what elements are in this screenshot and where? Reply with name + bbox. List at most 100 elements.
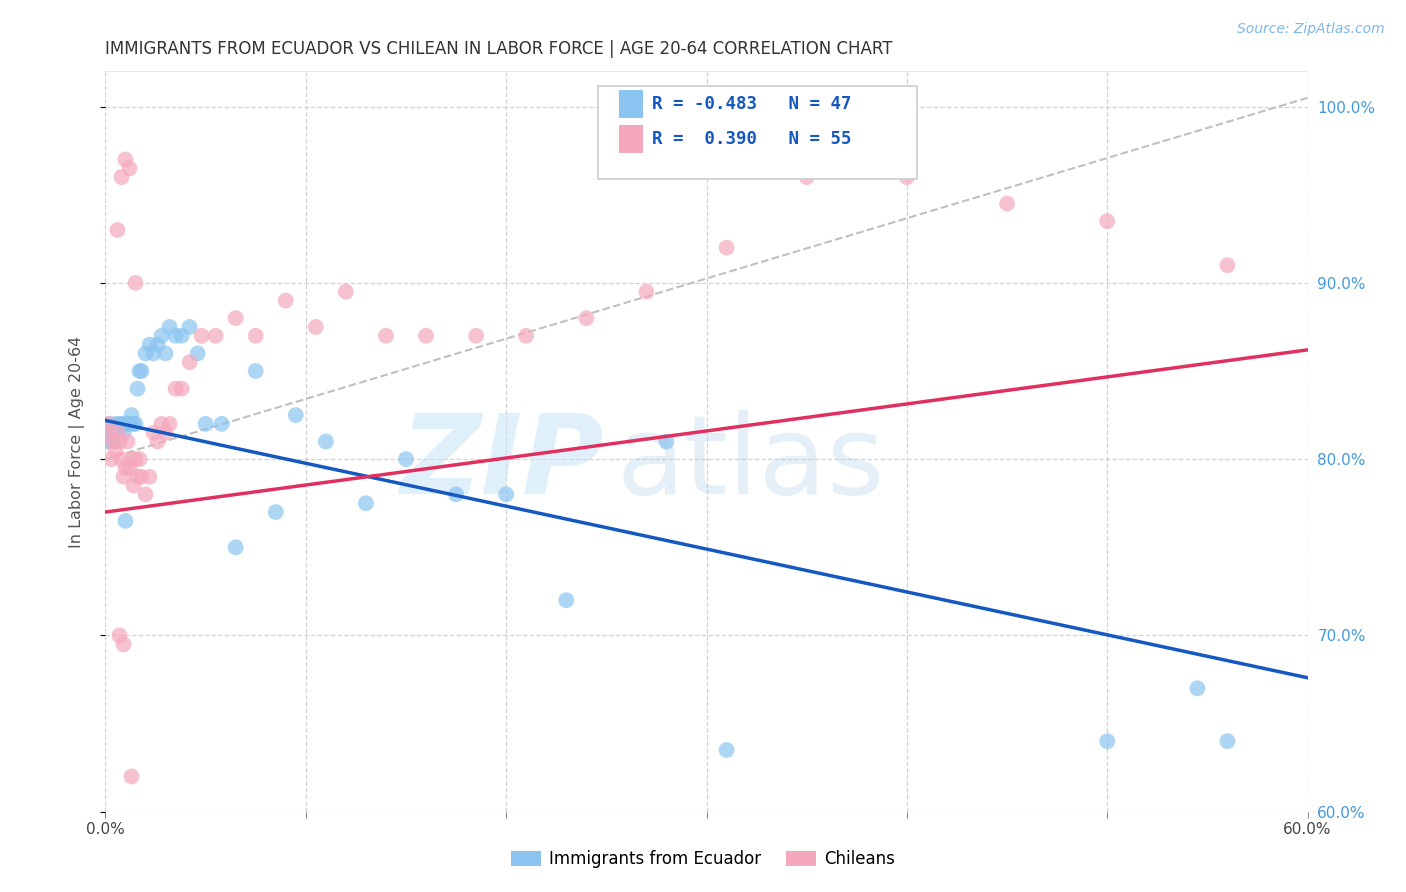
Point	[108, 417, 131, 431]
Point	[114, 417, 136, 431]
Point	[114, 461, 136, 475]
Point	[305, 320, 328, 334]
Point	[245, 328, 267, 343]
Point	[118, 461, 141, 475]
Point	[107, 425, 129, 440]
Point	[1187, 681, 1209, 696]
Point	[415, 328, 437, 343]
Point	[995, 196, 1018, 211]
Point	[555, 593, 578, 607]
Point	[146, 434, 169, 449]
Point	[159, 417, 181, 431]
Point	[716, 241, 738, 255]
Point	[107, 425, 129, 440]
Y-axis label: In Labor Force | Age 20-64: In Labor Force | Age 20-64	[69, 335, 84, 548]
Point	[135, 487, 157, 501]
Point	[150, 328, 173, 343]
Point	[1097, 214, 1119, 228]
Point	[138, 337, 160, 351]
Point	[98, 425, 121, 440]
Point	[274, 293, 297, 308]
Point	[112, 637, 135, 651]
Point	[114, 514, 136, 528]
Legend: Immigrants from Ecuador, Chileans: Immigrants from Ecuador, Chileans	[503, 844, 903, 875]
Point	[127, 470, 149, 484]
Point	[104, 417, 127, 431]
Text: R = -0.483   N = 47: R = -0.483 N = 47	[652, 95, 852, 113]
Point	[112, 470, 135, 484]
Point	[98, 417, 121, 431]
Point	[124, 417, 146, 431]
Point	[575, 311, 598, 326]
Point	[103, 434, 125, 449]
Point	[204, 328, 226, 343]
Point	[194, 417, 217, 431]
Point	[138, 470, 160, 484]
Point	[121, 408, 143, 422]
Point	[315, 434, 337, 449]
Point	[1216, 734, 1239, 748]
Point	[118, 417, 141, 431]
Text: atlas: atlas	[616, 410, 884, 517]
Point	[110, 170, 132, 185]
Point	[96, 417, 118, 431]
Point	[796, 170, 818, 185]
Point	[179, 320, 201, 334]
Point	[170, 328, 193, 343]
Point	[128, 452, 150, 467]
Point	[187, 346, 209, 360]
Point	[465, 328, 488, 343]
Point	[165, 382, 187, 396]
Point	[124, 452, 146, 467]
Point	[127, 382, 149, 396]
Point	[104, 443, 127, 458]
Point	[225, 541, 247, 555]
Point	[131, 470, 153, 484]
Point	[122, 417, 145, 431]
Point	[155, 425, 177, 440]
Point	[335, 285, 357, 299]
Point	[190, 328, 212, 343]
FancyBboxPatch shape	[599, 87, 917, 178]
Point	[374, 328, 398, 343]
Point	[110, 417, 132, 431]
Point	[655, 434, 678, 449]
Point	[107, 223, 129, 237]
Point	[122, 478, 145, 492]
Point	[264, 505, 287, 519]
Point	[395, 452, 418, 467]
Point	[165, 328, 187, 343]
Point	[103, 434, 125, 449]
Point	[354, 496, 377, 510]
Point	[444, 487, 467, 501]
Point	[117, 417, 139, 431]
Point	[124, 276, 146, 290]
Point	[142, 346, 165, 360]
Text: R =  0.390   N = 55: R = 0.390 N = 55	[652, 129, 852, 148]
Point	[225, 311, 247, 326]
Point	[245, 364, 267, 378]
Point	[114, 153, 136, 167]
Point	[170, 382, 193, 396]
Point	[1097, 734, 1119, 748]
Text: IMMIGRANTS FROM ECUADOR VS CHILEAN IN LABOR FORCE | AGE 20-64 CORRELATION CHART: IMMIGRANTS FROM ECUADOR VS CHILEAN IN LA…	[105, 40, 893, 58]
Text: Source: ZipAtlas.com: Source: ZipAtlas.com	[1237, 22, 1385, 37]
Point	[179, 355, 201, 369]
Point	[515, 328, 537, 343]
Point	[100, 425, 122, 440]
Point	[121, 769, 143, 783]
Point	[1216, 258, 1239, 272]
Point	[896, 170, 918, 185]
Point	[159, 320, 181, 334]
Point	[142, 425, 165, 440]
FancyBboxPatch shape	[619, 90, 643, 118]
Point	[118, 161, 141, 176]
Point	[150, 417, 173, 431]
Point	[96, 434, 118, 449]
Point	[135, 346, 157, 360]
Point	[110, 452, 132, 467]
Point	[495, 487, 517, 501]
Point	[636, 285, 658, 299]
Point	[155, 346, 177, 360]
Point	[108, 434, 131, 449]
